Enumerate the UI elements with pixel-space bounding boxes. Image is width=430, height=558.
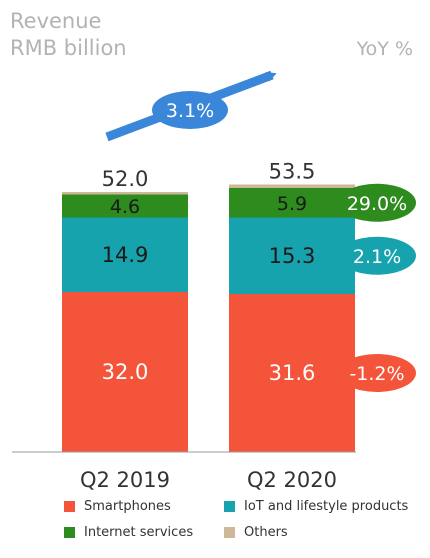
data-label-smartphones-q2-2020: 31.6: [269, 361, 316, 385]
legend: Smartphones IoT and lifestyle products I…: [64, 497, 424, 541]
data-label-internet-services-q2-2019: 4.6: [110, 196, 140, 218]
legend-label-others: Others: [244, 524, 288, 540]
yoy-badges: -1.2% 2.1% 29.0%: [338, 183, 416, 392]
yoy-badge-iot-and-lifestyle-products: [338, 236, 416, 275]
data-label-internet-services-q2-2020: 5.9: [277, 193, 307, 215]
yoy-badge-internet-services: [338, 183, 416, 222]
bar-iot-and-lifestyle-products-q2-2019: [62, 217, 188, 292]
legend-swatch-iot: [224, 500, 235, 512]
bars-group: 32.0 14.9 4.6 52.0 31.6 15.3 5.9 53.5: [62, 160, 355, 452]
bar-smartphones-q2-2019: [62, 292, 188, 452]
bar-others-q2-2020: [229, 184, 355, 188]
bar-internet-services-q2-2019: [62, 194, 188, 218]
x-tick-label-q2-2019: Q2 2019: [80, 468, 170, 492]
total-yoy-label: 3.1%: [166, 100, 214, 122]
yoy-label-iot-and-lifestyle-products: 2.1%: [353, 246, 401, 268]
legend-swatch-internet-services: [64, 526, 75, 538]
bar-iot-and-lifestyle-products-q2-2020: [229, 217, 355, 294]
data-label-iot-and-lifestyle-products-q2-2020: 15.3: [269, 244, 316, 268]
total-label-q2-2019: 52.0: [102, 167, 149, 191]
data-label-smartphones-q2-2019: 32.0: [102, 360, 149, 384]
yoy-label-internet-services: 29.0%: [347, 193, 407, 215]
legend-item-smartphones: Smartphones: [64, 497, 224, 515]
y-axis-title-line2: RMB billion: [10, 36, 127, 60]
bar-internet-services-q2-2020: [229, 188, 355, 218]
legend-swatch-others: [224, 526, 235, 538]
legend-item-iot: IoT and lifestyle products: [224, 497, 424, 515]
legend-label-internet-services: Internet services: [84, 524, 194, 540]
x-axis-tick-labels: Q2 2019 Q2 2020: [80, 468, 337, 492]
total-yoy-badge: [152, 91, 228, 129]
bar-others-q2-2019: [62, 192, 188, 195]
legend-label-iot: IoT and lifestyle products: [244, 498, 409, 514]
bar-smartphones-q2-2020: [229, 294, 355, 452]
yoy-badge-smartphones: [338, 354, 416, 392]
yoy-label-smartphones: -1.2%: [349, 363, 404, 385]
y-axis-title-line1: Revenue: [10, 9, 101, 33]
total-label-q2-2020: 53.5: [269, 160, 316, 184]
data-label-iot-and-lifestyle-products-q2-2019: 14.9: [102, 243, 149, 267]
legend-item-others: Others: [224, 523, 424, 541]
legend-item-internet-services: Internet services: [64, 523, 224, 541]
legend-swatch-smartphones: [64, 500, 75, 512]
total-growth-annotation: 3.1%: [105, 70, 277, 142]
legend-label-smartphones: Smartphones: [84, 498, 171, 514]
yoy-axis-title: YoY %: [356, 38, 413, 60]
x-tick-label-q2-2020: Q2 2020: [247, 468, 337, 492]
